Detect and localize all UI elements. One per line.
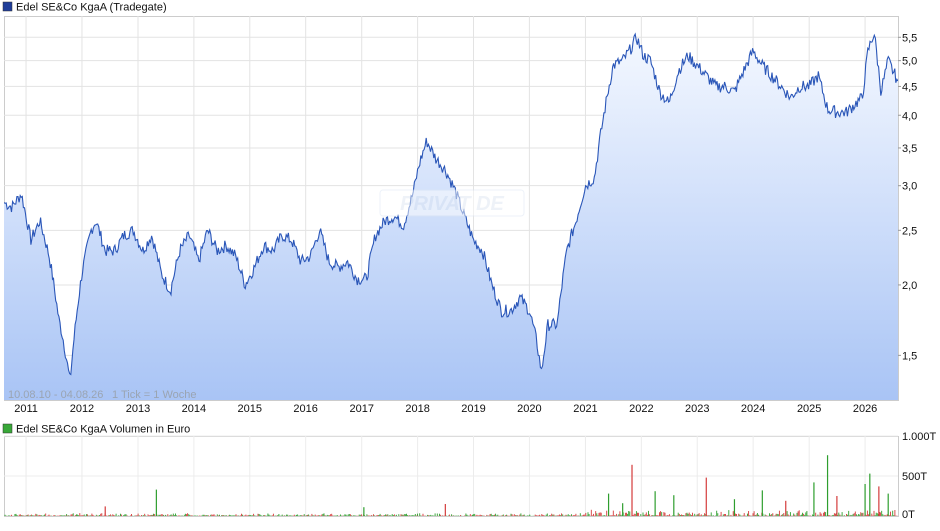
x-tick-label-2017: 2017 <box>349 403 373 415</box>
x-tick-label-2024: 2024 <box>741 403 765 415</box>
x-tick-label-2018: 2018 <box>405 403 429 415</box>
range-note: 10.08.10 - 04.08.26 <box>8 389 103 401</box>
volume-legend-label: Edel SE&Co KgaA Volumen in Euro <box>16 424 190 436</box>
x-tick-label-2015: 2015 <box>238 403 262 415</box>
price-legend-label: Edel SE&Co KgaA (Tradegate) <box>16 2 167 14</box>
volume-gridlines <box>4 435 898 516</box>
y-tick-label-7: 5,0 <box>902 56 917 68</box>
x-tick-label-2011: 2011 <box>14 403 38 415</box>
price-y-axis: 1,5 2,0 2,5 3,0 3,5 4,0 4,5 5,0 5,5 <box>898 32 917 362</box>
x-tick-label-2022: 2022 <box>629 403 653 415</box>
x-tick-label-2012: 2012 <box>70 403 94 415</box>
y-tick-label-4: 3,5 <box>902 143 917 155</box>
x-tick-label-2016: 2016 <box>293 403 317 415</box>
y-tick-label-6: 4,5 <box>902 81 917 93</box>
price-legend-swatch <box>2 1 13 12</box>
volume-legend-swatch <box>2 423 13 434</box>
watermark-text: PRIVAT DE <box>400 193 504 215</box>
price-series-layer <box>4 32 898 400</box>
x-tick-label-2019: 2019 <box>461 403 485 415</box>
watermark: PRIVAT DE <box>379 189 525 217</box>
price-area-fill <box>4 34 898 400</box>
x-tick-label-2020: 2020 <box>517 403 541 415</box>
y-tick-label-2: 2,5 <box>902 225 917 237</box>
x-tick-label-2014: 2014 <box>182 403 206 415</box>
y-tick-label-1: 2,0 <box>902 280 917 292</box>
vol-y-tick-label-2: 1.000T <box>902 431 937 443</box>
volume-bars-layer <box>4 455 898 516</box>
vol-y-tick-label-0: 0T <box>902 509 915 521</box>
vol-y-tick-label-1: 500T <box>902 471 927 483</box>
x-tick-label-2023: 2023 <box>685 403 709 415</box>
y-tick-label-5: 4,0 <box>902 110 917 122</box>
y-tick-label-0: 1,5 <box>902 350 917 362</box>
price-line <box>4 32 898 376</box>
x-tick-label-2021: 2021 <box>573 403 597 415</box>
y-tick-label-8: 5,5 <box>902 32 917 44</box>
tick-note: 1 Tick = 1 Woche <box>112 389 196 401</box>
x-tick-label-2025: 2025 <box>797 403 821 415</box>
x-tick-label-2026: 2026 <box>853 403 877 415</box>
y-tick-label-3: 3,0 <box>902 181 917 193</box>
price-x-axis: 2011 2012 2013 2014 2015 2016 2017 2018 2019 2020… <box>14 403 877 415</box>
x-tick-label-2013: 2013 <box>126 403 150 415</box>
volume-y-axis: 0T 500T 1.000T <box>902 431 937 521</box>
